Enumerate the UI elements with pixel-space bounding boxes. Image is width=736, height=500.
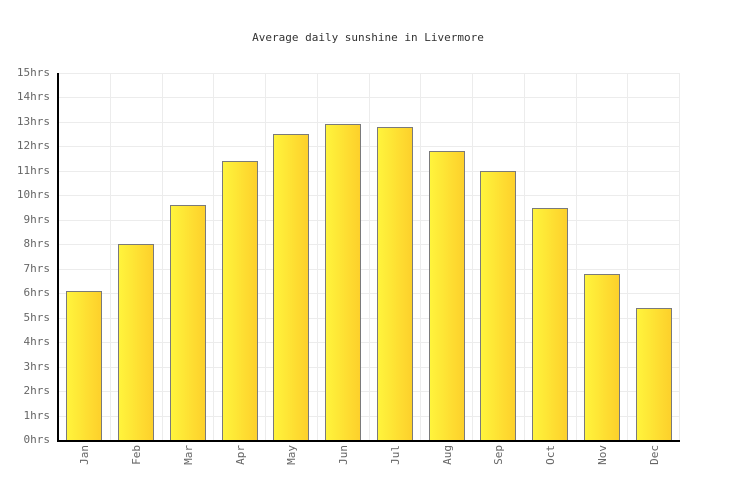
bar-jun (325, 124, 362, 440)
x-tick-cell: Sep (473, 445, 525, 490)
bar-nov (583, 273, 620, 440)
x-tick-cell: Jun (318, 445, 370, 490)
bar-sep (480, 170, 517, 440)
h-gridline (59, 146, 680, 148)
chart-title: Average daily sunshine in Livermore (252, 31, 484, 44)
h-gridline (59, 391, 680, 393)
y-tick-label: 10hrs (16, 188, 50, 202)
y-tick-label: 6hrs (23, 286, 51, 300)
h-gridline (59, 97, 680, 99)
y-tick-label: 13hrs (16, 114, 50, 128)
y-tick-label: 15hrs (16, 66, 50, 79)
x-tick-label: Jan (78, 445, 92, 465)
x-tick-cell: Jul (370, 445, 422, 490)
y-tick-label: 12hrs (16, 139, 50, 153)
bars-layer (59, 73, 680, 440)
month-slot-aug (421, 73, 473, 440)
x-tick-cell: Jan (59, 445, 111, 490)
x-tick-cell: Aug (421, 445, 473, 490)
y-tick-label: 4hrs (23, 335, 51, 349)
y-tick-label: 2hrs (23, 384, 51, 398)
h-gridline (59, 268, 680, 270)
month-slot-nov (577, 73, 629, 440)
x-tick-cell: Feb (111, 445, 163, 490)
y-tick-label: 9hrs (23, 212, 51, 226)
h-gridline (59, 121, 680, 123)
y-tick-label: 11hrs (16, 163, 50, 177)
bar-mar (169, 205, 206, 440)
x-tick-cell: Oct (525, 445, 577, 490)
bar-aug (428, 151, 465, 440)
h-gridline (59, 342, 680, 344)
month-slot-sep (473, 73, 525, 440)
month-slot-feb (111, 73, 163, 440)
h-gridline (59, 219, 680, 221)
x-tick-cell: Apr (214, 445, 266, 490)
y-tick-label: 14hrs (16, 90, 50, 104)
month-slot-jan (59, 73, 111, 440)
bar-may (273, 134, 310, 440)
y-tick-label: 3hrs (23, 359, 51, 373)
y-tick-label: 1hrs (23, 408, 51, 422)
bar-feb (118, 244, 155, 440)
x-tick-cell: May (266, 445, 318, 490)
x-tick-label: Oct (544, 445, 558, 465)
bar-oct (532, 207, 569, 440)
x-tick-label: Aug (440, 445, 454, 465)
h-gridline (59, 317, 680, 319)
x-tick-label: May (285, 445, 299, 465)
h-gridline (59, 293, 680, 295)
h-gridline (59, 195, 680, 197)
month-slot-mar (163, 73, 215, 440)
x-tick-cell: Nov (577, 445, 629, 490)
month-slot-dec (628, 73, 680, 440)
x-tick-label: Mar (181, 445, 195, 465)
h-gridline (59, 366, 680, 368)
y-tick-label: 8hrs (23, 237, 51, 251)
x-tick-label: Jun (337, 445, 351, 465)
bar-jul (376, 126, 413, 440)
month-slot-apr (214, 73, 266, 440)
month-slot-may (266, 73, 318, 440)
y-tick-label: 5hrs (23, 310, 51, 324)
x-axis-labels: Jan Feb Mar Apr May Jun Jul Aug Sep Oct Nov Dec (59, 445, 680, 490)
bar-jan (66, 290, 103, 440)
bar-apr (221, 161, 258, 440)
x-tick-label: Jul (388, 445, 402, 465)
x-tick-label: Sep (492, 445, 506, 465)
y-axis-labels: 0hrs 1hrs 2hrs 3hrs 4hrs 5hrs 6hrs 7hrs 8hrs 9hrs… (0, 66, 51, 446)
month-slot-oct (525, 73, 577, 440)
x-tick-label: Apr (233, 445, 247, 465)
x-tick-cell: Dec (628, 445, 680, 490)
x-tick-label: Dec (647, 445, 661, 465)
y-tick-label: 0hrs (23, 433, 51, 446)
x-tick-label: Nov (595, 445, 609, 465)
x-tick-cell: Mar (163, 445, 215, 490)
h-gridline (59, 415, 680, 417)
y-tick-label: 7hrs (23, 261, 51, 275)
h-gridline (59, 170, 680, 172)
h-gridline (59, 73, 680, 74)
x-tick-label: Feb (130, 445, 144, 465)
month-slot-jul (370, 73, 422, 440)
plot-area (57, 73, 680, 442)
month-slot-jun (318, 73, 370, 440)
h-gridline (59, 244, 680, 246)
bar-dec (635, 307, 672, 440)
